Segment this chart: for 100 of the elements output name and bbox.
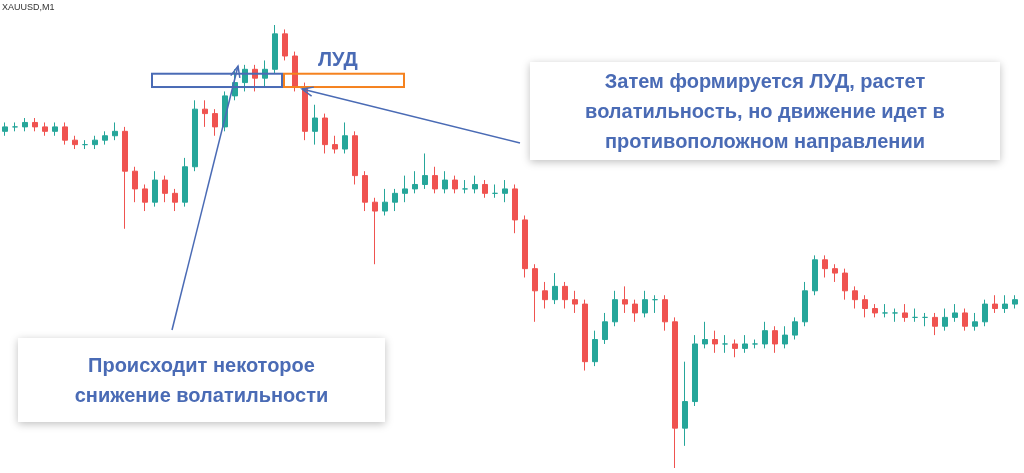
candlestick: [702, 321, 708, 349]
candlestick: [122, 126, 128, 230]
candlestick: [322, 113, 328, 154]
candlestick: [272, 24, 278, 75]
candlestick: [412, 170, 418, 194]
candlestick: [462, 179, 468, 194]
candlestick: [72, 135, 78, 150]
candlestick: [492, 183, 498, 199]
candlestick: [662, 294, 668, 332]
candlestick: [542, 281, 548, 310]
candlestick: [572, 290, 578, 314]
candlestick: [692, 334, 698, 407]
candlestick: [612, 290, 618, 327]
candlestick: [942, 308, 948, 332]
candlestick: [812, 254, 818, 296]
candlestick: [632, 299, 638, 323]
candlestick: [62, 121, 68, 146]
candlestick: [562, 281, 568, 310]
candlestick: [12, 121, 18, 132]
candlestick: [282, 28, 288, 61]
candlestick: [182, 157, 188, 208]
candlestick: [882, 303, 888, 318]
candlestick: [932, 312, 938, 336]
candlestick: [422, 152, 428, 190]
candlestick: [1012, 294, 1018, 310]
annotation: ЛУД: [318, 48, 358, 70]
candlestick: [372, 197, 378, 265]
candlestick: [712, 330, 718, 354]
candlestick: [772, 325, 778, 354]
candlestick: [52, 121, 58, 137]
candlestick: [782, 325, 788, 349]
candlestick: [982, 299, 988, 327]
candlestick: [582, 299, 588, 372]
candlestick: [452, 175, 458, 194]
candlestick: [342, 121, 348, 154]
candlestick: [642, 290, 648, 318]
candlestick: [952, 303, 958, 323]
candlestick: [192, 99, 198, 172]
candlestick: [402, 175, 408, 203]
candlestick: [482, 179, 488, 199]
candlestick: [382, 188, 388, 216]
candlestick: [162, 175, 168, 203]
candlestick: [922, 312, 928, 327]
candlestick: [352, 130, 358, 185]
candlestick: [722, 334, 728, 354]
candlestick: [602, 312, 608, 345]
candlestick: [152, 170, 158, 208]
candlestick: [332, 135, 338, 154]
candlestick: [112, 121, 118, 141]
candlestick: [132, 166, 138, 203]
candlestick: [1002, 294, 1008, 314]
candlestick: [172, 188, 178, 212]
candlestick: [962, 308, 968, 332]
candlestick: [42, 121, 48, 137]
candlestick: [622, 285, 628, 314]
chart-title: XAUUSD,M1: [2, 2, 55, 12]
candlestick: [102, 130, 108, 146]
candlestick: [822, 254, 828, 279]
candlestick: [912, 308, 918, 323]
candlestick: [442, 170, 448, 194]
candlestick: [802, 281, 808, 327]
candlestick: [992, 294, 998, 314]
candlestick: [832, 263, 838, 283]
annotation: Затем формируется ЛУД, растет волатильность, но движение идет в противоположном направлении: [584, 69, 946, 154]
candlestick: [2, 121, 8, 137]
candlestick: [762, 321, 768, 349]
candlestick: [852, 285, 858, 310]
candlestick: [862, 294, 868, 318]
candlestick: [682, 361, 688, 447]
candlestick: [32, 117, 38, 132]
candlestick: [202, 99, 208, 128]
candlestick: [82, 139, 88, 150]
candlestick: [532, 263, 538, 323]
candlestick: [22, 117, 28, 132]
candlestick: [892, 308, 898, 323]
candlestick: [292, 51, 298, 92]
candlestick: [92, 135, 98, 150]
candlestick: [312, 104, 318, 146]
candlestick: [502, 179, 508, 203]
candlestick: [212, 108, 218, 137]
candlestick: [672, 316, 678, 469]
candlestick: [522, 214, 528, 279]
candlestick: [732, 339, 738, 358]
candlestick: [742, 334, 748, 354]
candlestick: [552, 272, 558, 305]
candlestick: [362, 170, 368, 212]
candlestick: [392, 188, 398, 212]
candlestick: [792, 316, 798, 341]
candlestick: [432, 166, 438, 194]
annotation: Происходит некоторое снижение волатильности: [73, 353, 330, 408]
candlestick: [842, 268, 848, 301]
candlestick: [972, 312, 978, 332]
candlestick: [902, 303, 908, 323]
candlestick: [472, 175, 478, 194]
candlestick: [652, 294, 658, 314]
candlestick: [752, 339, 758, 349]
candlestick: [512, 183, 518, 234]
candlestick: [592, 330, 598, 367]
candlestick: [872, 303, 878, 318]
candlestick: [142, 183, 148, 212]
